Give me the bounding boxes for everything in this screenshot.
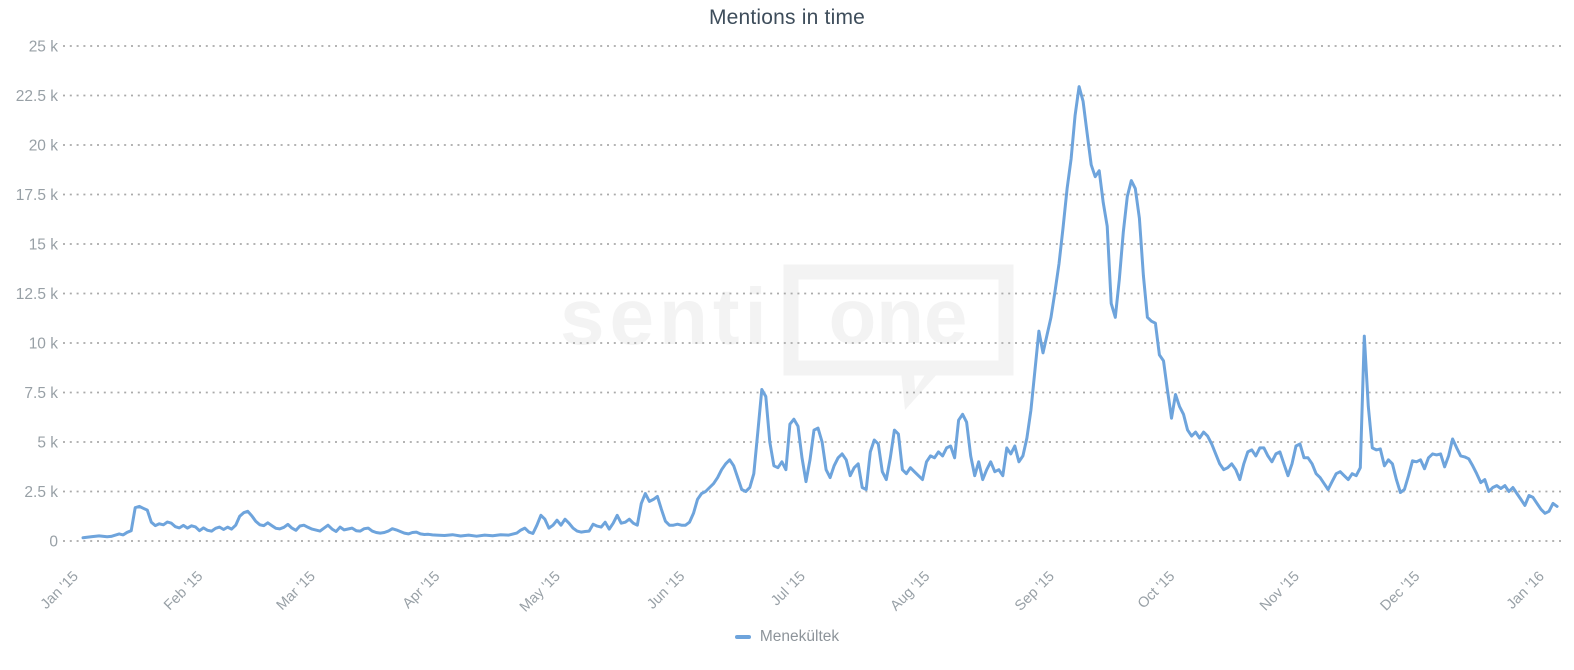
x-axis-label: May '15 <box>517 569 564 616</box>
y-axis-label: 2.5 k <box>24 484 58 501</box>
y-axis-label: 0 <box>49 534 58 551</box>
legend-item-menekultek[interactable]: Menekültek <box>759 628 840 645</box>
y-axis-label: 17.5 k <box>16 187 58 204</box>
axis-labels: 0 2.5 k 5 k 7.5 k 10 k 12.5 k 15 k 17.5 k 20 k 22… <box>16 39 1548 616</box>
y-axis-label: 15 k <box>29 237 59 254</box>
sentione-watermark: senti one <box>560 264 1014 410</box>
y-axis-label: 20 k <box>29 138 59 155</box>
x-axis-label: Jun '15 <box>644 569 688 613</box>
x-axis-label: Apr '15 <box>400 569 443 612</box>
x-axis-label: Dec '15 <box>1378 569 1424 615</box>
y-axis-label: 25 k <box>29 39 59 56</box>
x-axis-label: Oct '15 <box>1135 569 1178 612</box>
watermark-speech-bubble-icon <box>783 264 1014 376</box>
gridlines <box>63 45 1563 542</box>
x-axis-label: Jul '15 <box>768 569 809 610</box>
y-axis-label: 7.5 k <box>24 385 58 402</box>
x-axis-label: Aug '15 <box>888 569 934 615</box>
legend-line-icon <box>734 635 751 639</box>
legend: Menekültek <box>0 628 1574 646</box>
y-axis-label: 12.5 k <box>16 286 58 303</box>
series-line-menekültek[interactable] <box>81 85 1559 540</box>
y-axis-label: 10 k <box>29 336 59 353</box>
watermark-text-one: one <box>829 272 968 360</box>
x-axis-label: Jan '15 <box>38 569 82 613</box>
x-axis-label: Feb '15 <box>161 569 206 614</box>
y-axis-label: 5 k <box>37 435 58 452</box>
series-group <box>81 85 1559 540</box>
x-axis-label: Jan '16 <box>1504 569 1548 613</box>
x-axis-label: Nov '15 <box>1257 569 1303 615</box>
page-title: Mentions in time <box>708 6 866 29</box>
x-axis-label: Mar '15 <box>274 569 319 614</box>
x-axis-label: Sep '15 <box>1012 569 1058 615</box>
y-axis-label: 22.5 k <box>16 88 58 105</box>
watermark-text-senti: senti <box>560 272 772 361</box>
